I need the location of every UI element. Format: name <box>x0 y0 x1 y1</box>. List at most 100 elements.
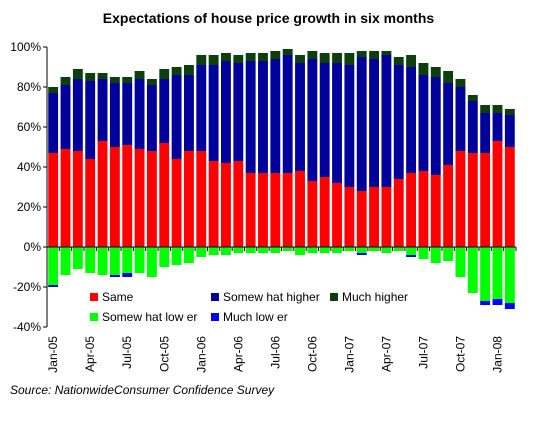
bar-somew-hat-higher-3 <box>85 81 96 159</box>
bar-same-19 <box>282 173 293 247</box>
bar-much-higher-35 <box>480 105 491 113</box>
bar-somew-hat-higher-27 <box>381 55 392 187</box>
bar-somew-hat-low-er-9 <box>159 247 170 267</box>
bar-much-higher-6 <box>122 77 133 83</box>
bar-somew-hat-low-er-2 <box>72 247 83 269</box>
bar-much-higher-17 <box>258 53 268 61</box>
bar-much-higher-24 <box>344 53 355 65</box>
x-tick-label: Jan-05 <box>46 336 60 373</box>
y-tick-label: 100% <box>10 40 41 54</box>
bar-much-higher-31 <box>430 67 441 77</box>
bar-same-14 <box>221 163 231 247</box>
bar-somew-hat-low-er-26 <box>369 247 379 251</box>
x-tick-label: Jul-06 <box>268 336 282 369</box>
bar-somew-hat-higher-18 <box>270 59 281 173</box>
bar-same-36 <box>492 141 503 247</box>
bar-somew-hat-low-er-8 <box>146 247 157 277</box>
bar-much-higher-9 <box>159 69 170 79</box>
y-tick-label: 40% <box>17 160 41 174</box>
bar-somew-hat-higher-11 <box>184 75 194 151</box>
legend-label: Same <box>102 290 134 304</box>
bar-somew-hat-higher-37 <box>504 115 515 147</box>
bar-much-higher-22 <box>319 53 330 63</box>
bar-much-higher-5 <box>109 77 120 83</box>
bar-somew-hat-low-er-36 <box>492 247 503 299</box>
bar-somew-hat-higher-0 <box>48 93 59 153</box>
bar-much-higher-27 <box>381 51 392 55</box>
bar-somew-hat-higher-2 <box>72 79 83 151</box>
bar-same-29 <box>406 173 417 247</box>
bar-somew-hat-low-er-34 <box>467 247 478 293</box>
bar-much-higher-14 <box>221 53 231 61</box>
bar-somew-hat-higher-10 <box>171 75 182 159</box>
bar-much-higher-3 <box>85 73 96 81</box>
bar-same-1 <box>60 149 71 247</box>
legend-label: Much higher <box>342 290 408 304</box>
bar-somew-hat-higher-30 <box>418 75 429 171</box>
bar-somew-hat-low-er-15 <box>233 247 244 253</box>
bar-somew-hat-low-er-32 <box>443 247 454 261</box>
bar-same-30 <box>418 171 429 247</box>
x-tick-label: Oct-06 <box>305 336 319 372</box>
bar-somew-hat-low-er-30 <box>418 247 429 259</box>
legend-label: Somew hat low er <box>102 310 197 324</box>
bar-somew-hat-low-er-31 <box>430 247 441 263</box>
bar-much-higher-12 <box>196 55 207 65</box>
bar-somew-hat-low-er-20 <box>295 247 305 255</box>
source-note: Source: NationwideConsumer Confidence Su… <box>10 383 275 397</box>
bar-somew-hat-low-er-33 <box>455 247 466 277</box>
bar-same-8 <box>146 151 157 247</box>
bar-much-higher-4 <box>97 73 108 79</box>
bar-same-28 <box>393 179 404 247</box>
bar-same-32 <box>443 165 454 247</box>
bar-same-25 <box>356 191 367 247</box>
bar-same-18 <box>270 173 281 247</box>
legend-swatch <box>90 313 98 321</box>
bar-somew-hat-higher-20 <box>295 63 305 171</box>
bar-somew-hat-higher-24 <box>344 65 355 187</box>
bar-somew-hat-low-er-11 <box>184 247 194 263</box>
bar-same-35 <box>480 153 491 247</box>
bar-somew-hat-higher-6 <box>122 83 133 145</box>
y-tick-label: 20% <box>17 200 41 214</box>
bar-same-4 <box>97 141 108 247</box>
bar-much-higher-33 <box>455 79 466 87</box>
bar-much-higher-18 <box>270 51 281 59</box>
bar-same-33 <box>455 151 466 247</box>
chart-title: Expectations of house price growth in si… <box>102 10 435 26</box>
bar-somew-hat-low-er-16 <box>245 247 256 253</box>
bar-same-24 <box>344 187 355 247</box>
bar-much-higher-15 <box>233 55 244 63</box>
bar-much-low-er-6 <box>122 273 133 277</box>
bar-much-low-er-0 <box>48 285 59 287</box>
legend-swatch <box>330 293 338 301</box>
bar-much-higher-1 <box>60 77 71 85</box>
bar-somew-hat-low-er-13 <box>208 247 219 255</box>
x-tick-label: Apr-06 <box>231 336 245 372</box>
bar-somew-hat-low-er-4 <box>97 247 108 275</box>
bar-same-16 <box>245 173 256 247</box>
bar-somew-hat-higher-29 <box>406 67 417 173</box>
bar-somew-hat-low-er-35 <box>480 247 491 301</box>
bar-somew-hat-higher-7 <box>134 79 145 149</box>
x-tick-label: Oct-05 <box>157 336 171 372</box>
bar-same-2 <box>72 151 83 247</box>
bar-somew-hat-low-er-21 <box>307 247 318 253</box>
bar-same-3 <box>85 159 96 247</box>
bar-somew-hat-low-er-24 <box>344 247 355 251</box>
bar-somew-hat-low-er-28 <box>393 247 404 251</box>
bar-same-34 <box>467 153 478 247</box>
bar-somew-hat-higher-12 <box>196 65 207 151</box>
bar-somew-hat-higher-35 <box>480 113 491 153</box>
bar-much-higher-10 <box>171 67 182 75</box>
bar-somew-hat-higher-32 <box>443 83 454 165</box>
x-tick-label: Jul-07 <box>416 336 430 369</box>
bar-same-31 <box>430 175 441 247</box>
bar-same-37 <box>504 147 515 247</box>
bar-somew-hat-low-er-19 <box>282 247 293 251</box>
bar-much-higher-32 <box>443 71 454 83</box>
bar-same-15 <box>233 161 244 247</box>
bar-same-13 <box>208 161 219 247</box>
bar-somew-hat-higher-36 <box>492 113 503 141</box>
bar-somew-hat-higher-22 <box>319 63 330 177</box>
